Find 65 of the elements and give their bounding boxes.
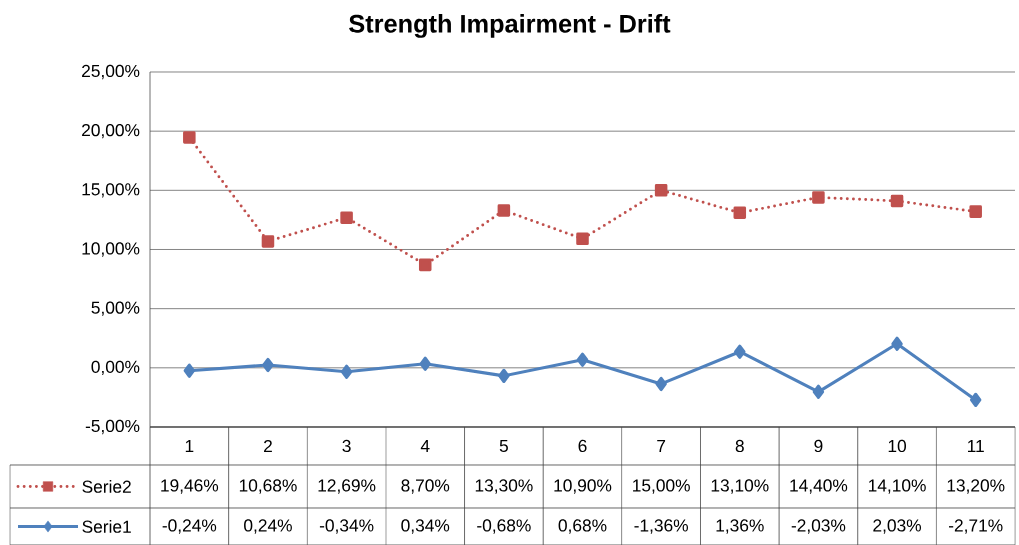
x-tick-label: 10 — [888, 439, 907, 453]
data-label: -2,03% — [791, 519, 846, 534]
point — [340, 364, 353, 379]
data-label: -0,68% — [477, 519, 531, 534]
point — [890, 194, 904, 208]
data-label: 10,90% — [554, 479, 612, 494]
x-tick-label: 6 — [578, 439, 587, 453]
x-tick-label: 5 — [499, 439, 508, 453]
data-label: 0,34% — [401, 519, 450, 534]
x-tick-label: 3 — [342, 439, 351, 453]
point — [969, 205, 982, 218]
legend-label: Serie1 — [82, 520, 131, 533]
point — [419, 356, 431, 371]
point — [183, 363, 196, 378]
point — [340, 211, 353, 224]
data-label: 10,68% — [239, 479, 297, 494]
point — [812, 191, 825, 204]
legend-label: Serie2 — [82, 480, 131, 493]
point — [576, 352, 589, 367]
y-tick-label: 0,00% — [91, 360, 140, 375]
data-label: 0,24% — [244, 519, 292, 534]
data-label: 1,36% — [716, 519, 764, 534]
data-label: 13,20% — [947, 479, 1005, 494]
data-label: -2,71% — [949, 519, 1003, 534]
point — [497, 204, 511, 217]
y-tick-label: -5,00% — [85, 419, 140, 435]
data-label: 14,40% — [790, 479, 848, 494]
data-label: 15,00% — [633, 479, 690, 494]
y-tick-label: 5,00% — [91, 301, 140, 316]
data-label: 8,70% — [401, 479, 450, 494]
point — [183, 131, 196, 144]
point — [733, 206, 747, 220]
x-tick-label: 4 — [420, 440, 430, 452]
y-tick-label: 15,00% — [82, 183, 140, 198]
chart-title: Strength Impairment - Drift — [349, 14, 671, 38]
point — [261, 235, 275, 248]
point — [654, 184, 668, 197]
x-tick-label: 9 — [814, 439, 823, 453]
data-label: 12,69% — [318, 479, 376, 494]
data-label: 19,46% — [161, 479, 219, 494]
point — [969, 392, 982, 408]
y-tick-label: 10,00% — [82, 242, 140, 257]
data-label: 0,68% — [558, 519, 607, 534]
point — [734, 344, 746, 359]
point — [418, 258, 432, 272]
data-label: -0,24% — [162, 519, 217, 534]
x-tick-label: 7 — [657, 440, 666, 452]
point — [655, 376, 667, 392]
x-tick-label: 2 — [264, 439, 272, 453]
x-tick-label: 8 — [735, 439, 744, 453]
x-tick-label: 1 — [185, 440, 194, 452]
y-tick-label: 25,00% — [82, 64, 140, 80]
data-label: 14,10% — [868, 479, 926, 494]
data-label: 13,30% — [475, 479, 533, 494]
point — [576, 232, 589, 246]
data-label: -1,36% — [634, 519, 688, 534]
data-label: 13,10% — [711, 479, 769, 494]
point — [891, 336, 903, 351]
data-label: 2,03% — [873, 519, 922, 534]
point — [812, 384, 825, 399]
x-tick-label: 11 — [968, 440, 984, 452]
point — [498, 368, 510, 384]
data-label: -0,34% — [319, 519, 374, 534]
point — [262, 357, 274, 373]
y-tick-label: 20,00% — [82, 123, 140, 139]
